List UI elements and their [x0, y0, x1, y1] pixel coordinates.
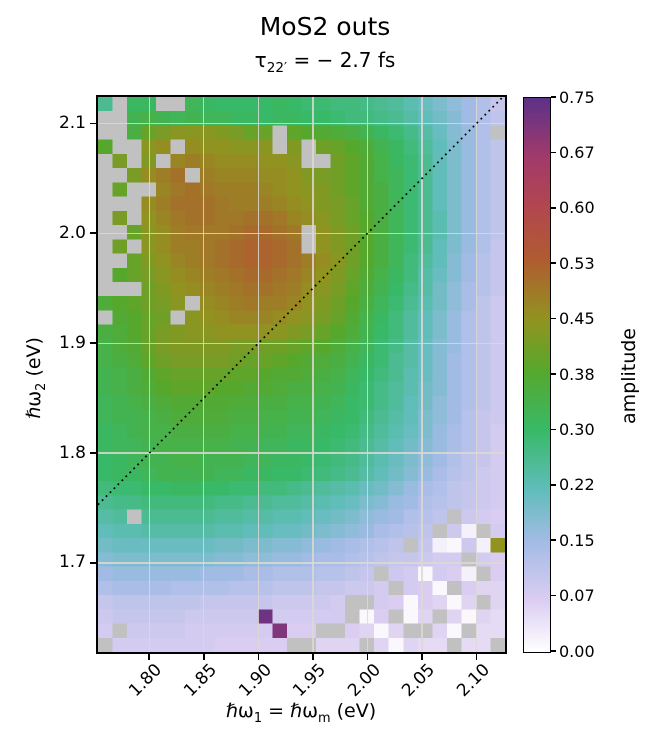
x-tick-label: 1.95	[289, 660, 331, 701]
diagonal-line	[98, 97, 504, 506]
colorbar-tick-mark	[551, 317, 556, 320]
x-gridline	[257, 97, 259, 652]
x-gridline	[476, 97, 478, 652]
x-tick-mark	[475, 654, 478, 660]
colorbar-tick-label: 0.75	[559, 87, 595, 107]
colorbar-tick-mark	[551, 96, 556, 98]
colorbar-tick-mark	[551, 373, 556, 375]
colorbar-tick-mark	[551, 594, 556, 597]
y-tick-mark	[90, 452, 96, 454]
x-gridline	[421, 97, 423, 652]
y-tick-mark	[90, 562, 96, 564]
colorbar-tick-label: 0.22	[559, 475, 595, 495]
x-tick-label: 1.90	[234, 660, 276, 701]
x-tick-label: 2.05	[398, 660, 440, 701]
colorbar-tick-mark	[551, 262, 556, 264]
y-gridline	[98, 452, 505, 454]
y-tick-label: 1.9	[58, 332, 86, 353]
y-tick-label: 2.0	[58, 222, 86, 243]
y-gridline	[98, 342, 505, 344]
x-tick-label: 1.80	[125, 660, 167, 701]
y-gridline	[98, 232, 505, 234]
x-gridline	[203, 97, 205, 652]
x-gridline	[148, 97, 150, 652]
colorbar-tick-mark	[551, 428, 556, 431]
y-tick-mark	[90, 122, 96, 125]
subtitle-value: = − 2.7 fs	[287, 48, 396, 72]
colorbar-tick-mark	[551, 484, 556, 486]
x-tick-mark	[312, 654, 314, 660]
y-axis-label: ℏω2 (eV)	[23, 337, 49, 419]
x-tick-label: 2.10	[452, 660, 494, 701]
x-gridline	[312, 97, 314, 652]
colorbar-tick-mark	[551, 650, 556, 652]
colorbar-tick-label: 0.45	[559, 309, 595, 329]
y-gridline	[98, 562, 505, 564]
colorbar-label: amplitude	[618, 328, 640, 425]
colorbar-tick-mark	[551, 207, 556, 209]
colorbar-tick-label: 0.30	[559, 419, 595, 439]
colorbar	[523, 97, 551, 653]
y-gridline	[98, 122, 505, 124]
colorbar-tick-label: 0.38	[559, 364, 595, 384]
subtitle-tau: τ	[254, 48, 267, 72]
y-tick-label: 1.7	[58, 552, 86, 573]
colorbar-tick-mark	[551, 151, 556, 154]
x-axis-label: ℏω1 = ℏωm (eV)	[225, 700, 377, 726]
x-tick-mark	[257, 654, 260, 660]
x-gridline	[366, 97, 369, 652]
plot-title: MoS2 outs	[259, 12, 391, 41]
colorbar-tick-mark	[551, 539, 556, 541]
x-tick-mark	[366, 654, 369, 660]
colorbar-tick-label: 0.07	[559, 586, 595, 606]
x-tick-mark	[148, 654, 151, 660]
x-tick-label: 1.85	[180, 660, 221, 701]
plot-subtitle: τ22′ = − 2.7 fs	[0, 47, 650, 81]
x-tick-mark	[421, 654, 423, 660]
colorbar-tick-label: 0.60	[559, 198, 595, 218]
subtitle-subscript: 22′	[266, 60, 288, 76]
colorbar-tick-label: 0.53	[559, 253, 595, 273]
y-tick-label: 1.8	[58, 442, 86, 463]
y-tick-mark	[90, 232, 96, 235]
colorbar-tick-label: 0.67	[559, 142, 595, 162]
y-tick-label: 2.1	[58, 112, 86, 133]
x-tick-label: 2.00	[343, 660, 385, 701]
colorbar-tick-label: 0.15	[559, 530, 595, 550]
colorbar-tick-label: 0.00	[559, 641, 595, 661]
x-tick-mark	[203, 654, 205, 660]
y-tick-mark	[90, 342, 96, 344]
heatmap	[98, 97, 505, 652]
